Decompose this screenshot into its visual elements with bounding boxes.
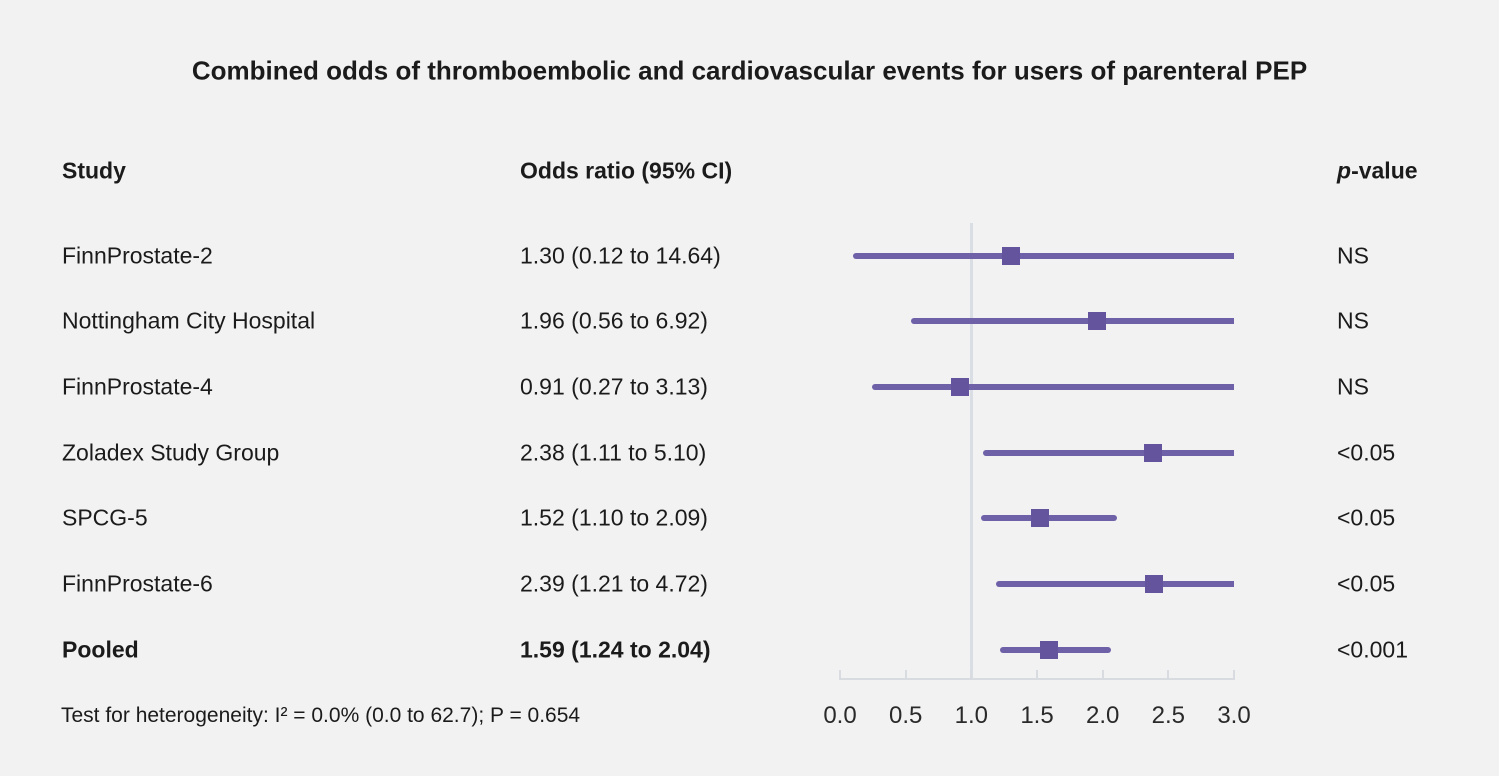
p-value: NS [1337,307,1369,334]
odds-ratio-ci-value: 1.59 (1.24 to 2.04) [520,636,711,663]
study-name: Pooled [62,636,139,663]
p-value: NS [1337,373,1369,400]
x-axis-tick-label: 2.5 [1151,702,1186,729]
odds-ratio-ci-value: 2.39 (1.21 to 4.72) [520,570,708,597]
x-axis-tick-label: 0.0 [823,702,857,729]
x-axis-tick [1233,670,1235,678]
column-header-study: Study [62,157,126,184]
confidence-interval-line [981,515,1118,522]
odds-ratio-ci-value: 1.96 (0.56 to 6.92) [520,307,708,334]
study-name: Nottingham City Hospital [62,307,316,334]
column-header-p-value: p-value [1337,158,1418,185]
odds-ratio-marker [1030,509,1049,528]
x-axis-tick-label: 0.5 [888,702,923,729]
x-axis-tick-label: 3.0 [1217,702,1251,729]
p-value: NS [1337,242,1369,268]
study-name: Zoladex Study Group [62,439,280,466]
column-header-odds-ratio: Odds ratio (95% CI) [520,157,733,184]
odds-ratio-marker [1143,443,1162,462]
confidence-interval-line [910,318,1234,325]
odds-ratio-ci-value: 2.38 (1.11 to 5.10) [520,439,707,466]
x-axis-tick [904,670,907,678]
confidence-interval-line [852,252,1234,259]
x-axis-tick [1167,670,1170,678]
p-value: <0.001 [1337,636,1408,663]
x-axis-tick [1036,670,1038,678]
p-value: <0.05 [1337,504,1396,531]
odds-ratio-ci-value: 0.91 (0.27 to 3.13) [520,373,708,400]
x-axis-tick [970,670,973,678]
heterogeneity-note: Test for heterogeneity: I² = 0.0% (0.0 t… [61,704,581,727]
odds-ratio-marker [1144,575,1163,593]
p-value-header-rest: -value [1351,157,1418,184]
p-value: <0.05 [1337,570,1396,597]
odds-ratio-ci-value: 1.52 (1.10 to 2.09) [520,504,708,531]
odds-ratio-marker [950,377,969,396]
reference-line-x1 [969,223,973,679]
study-name: FinnProstate-4 [62,373,213,400]
figure-title: Combined odds of thromboembolic and card… [191,55,1308,86]
odds-ratio-ci-value: 1.30 (0.12 to 14.64) [520,242,721,268]
x-axis-tick-label: 1.0 [954,702,989,729]
x-axis-tick [839,670,841,678]
study-name: FinnProstate-6 [62,570,213,597]
x-axis-tick-label: 2.0 [1085,702,1120,729]
p-value: <0.05 [1337,439,1396,466]
odds-ratio-marker [1088,312,1107,331]
confidence-interval-line [982,449,1234,456]
x-axis-line [839,678,1235,680]
p-value-header-italic-p: p [1337,157,1352,184]
study-name: SPCG-5 [62,504,148,531]
study-name: FinnProstate-2 [62,242,213,268]
x-axis-tick-label: 1.5 [1020,702,1054,729]
odds-ratio-marker [1001,246,1020,265]
confidence-interval-line [995,581,1234,587]
odds-ratio-marker [1039,640,1058,659]
x-axis-tick [1101,670,1104,678]
confidence-interval-line [872,383,1234,390]
